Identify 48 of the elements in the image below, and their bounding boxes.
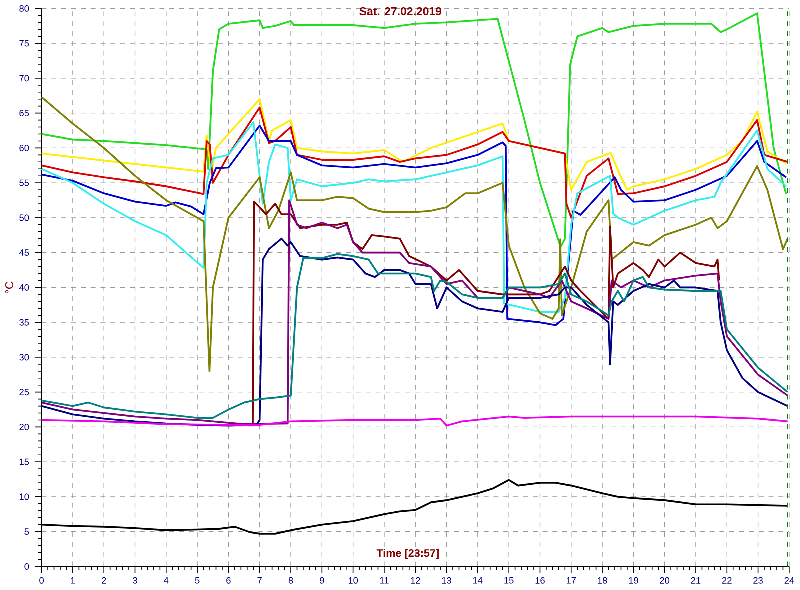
y-tick-label: 80: [20, 5, 30, 12]
y-tick-label: 60: [20, 144, 30, 152]
y-tick-label: 10: [20, 494, 30, 500]
y-tick-label: 5: [24, 528, 30, 535]
y-tick-label: 75: [20, 40, 30, 47]
y-tick-label: 35: [20, 319, 30, 326]
x-tick-label: 17: [566, 577, 576, 584]
x-tick-label: 23: [754, 577, 763, 584]
y-tick-label: 25: [20, 388, 30, 396]
y-tick-label: 40: [19, 284, 30, 291]
x-tick-label: 12: [411, 577, 420, 584]
x-tick-label: 19: [629, 577, 638, 584]
y-tick-label: 70: [20, 75, 30, 82]
x-tick-label: 22: [722, 577, 732, 584]
x-tick-label: 4: [164, 577, 169, 584]
x-tick-label: 3: [133, 577, 138, 584]
x-tick-label: 9: [320, 577, 324, 584]
line-series: [40, 96, 789, 372]
x-tick-label: 20: [660, 577, 670, 584]
y-tick-label: 30: [20, 354, 30, 361]
x-tick-label: 2: [102, 577, 106, 584]
x-tick-label: 11: [380, 577, 389, 584]
x-tick-label: 16: [536, 577, 545, 584]
x-tick-label: 14: [474, 577, 483, 584]
x-tick-label: 7: [258, 577, 262, 584]
x-tick-label: 8: [288, 577, 294, 584]
y-axis-title: °C: [5, 282, 14, 294]
y-tick-label: 0: [24, 563, 30, 570]
x-tick-label: 13: [442, 577, 452, 584]
line-series: [40, 106, 789, 219]
y-tick-label: 50: [20, 214, 30, 222]
y-tick-label: 65: [20, 110, 30, 116]
x-tick-label: 24: [784, 577, 794, 584]
y-tick-label: 20: [20, 424, 30, 430]
line-series: [40, 98, 788, 191]
x-tick-label: 10: [348, 577, 358, 584]
x-tick-label: 21: [691, 577, 701, 584]
x-tick-label: 1: [71, 577, 76, 584]
x-tick-label: 15: [504, 577, 514, 584]
x-axis-title: Time [23:57]: [376, 549, 439, 560]
x-tick-label: 0: [40, 577, 44, 584]
x-tick-label: 18: [598, 577, 608, 584]
y-tick-label: 55: [20, 180, 30, 186]
y-tick-label: 15: [20, 458, 30, 466]
y-tick-label: 45: [19, 249, 30, 256]
x-tick-label: 5: [195, 577, 200, 584]
chart-title: Sat. 27.02.2019: [360, 7, 442, 16]
x-tick-label: 6: [226, 577, 231, 584]
